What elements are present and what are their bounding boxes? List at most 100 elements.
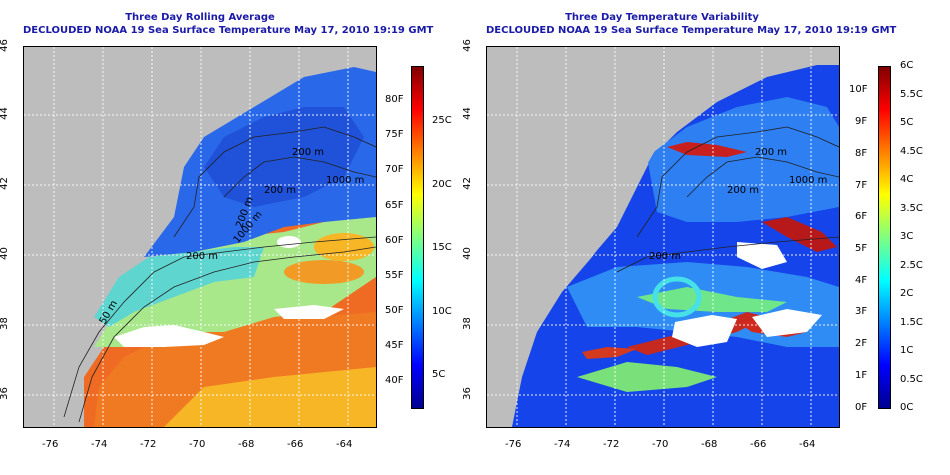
left-cb-c-15: 15C xyxy=(432,242,452,253)
left-cb-f-75: 75F xyxy=(385,129,404,140)
right-lat-tick-42: 42 xyxy=(461,177,473,190)
left-lon-tick-64: -64 xyxy=(336,439,353,450)
warm-eddy xyxy=(314,233,374,261)
right-cb-c-2.5: 2.5C xyxy=(900,260,923,271)
right-cb-c-0: 0C xyxy=(900,402,914,413)
right-lon-tick-68: -68 xyxy=(701,439,718,450)
left-cb-f-55: 55F xyxy=(385,270,404,281)
right-contour-label-200m-a: 200 m xyxy=(649,251,682,262)
eddy-ring xyxy=(652,276,702,318)
right-lon-tick-66: -66 xyxy=(750,439,767,450)
right-cb-c-1: 1C xyxy=(900,345,914,356)
right-cb-c-5.5: 5.5C xyxy=(900,89,923,100)
left-sst-map[interactable]: 50 m 200 m 200 m 200 m 200 m 1000 m 1000… xyxy=(23,46,377,428)
right-cb-f-9: 9F xyxy=(855,116,868,127)
right-gridlines xyxy=(487,47,839,427)
right-lon-tick-64: -64 xyxy=(799,439,816,450)
left-lon-tick-72: -72 xyxy=(140,439,157,450)
right-cb-c-0.5: 0.5C xyxy=(900,374,923,385)
left-title-line1: Three Day Rolling Average xyxy=(125,12,275,23)
left-cb-c-5: 5C xyxy=(432,369,446,380)
right-map-svg xyxy=(487,47,839,427)
left-gridlines xyxy=(24,47,376,427)
slope-water-cyan xyxy=(94,247,264,327)
right-cb-c-3: 3C xyxy=(900,231,914,242)
right-variability-map[interactable]: 200 m 200 m 200 m 1000 m xyxy=(486,46,840,428)
left-cb-f-50: 50F xyxy=(385,305,404,316)
left-cb-f-65: 65F xyxy=(385,200,404,211)
right-colorbar xyxy=(878,66,891,409)
right-cb-f-8: 8F xyxy=(855,148,868,159)
left-colorbar xyxy=(411,66,424,409)
cloud-patch xyxy=(672,315,737,347)
right-lat-tick-38: 38 xyxy=(461,317,473,330)
ocean-yellow-band xyxy=(164,367,376,427)
left-lat-tick-40: 40 xyxy=(0,247,10,260)
right-cb-f-6: 6F xyxy=(855,211,868,222)
variability-green xyxy=(637,287,787,312)
left-lat-tick-44: 44 xyxy=(0,107,10,120)
right-lon-tick-74: -74 xyxy=(554,439,571,450)
left-lat-tick-38: 38 xyxy=(0,317,10,330)
right-bathymetry-contours xyxy=(616,126,839,273)
right-lat-tick-46: 46 xyxy=(461,39,473,52)
left-lat-tick-46: 46 xyxy=(0,39,10,52)
left-lon-tick-66: -66 xyxy=(287,439,304,450)
cloud-patch-3 xyxy=(752,309,822,337)
right-cb-f-1: 1F xyxy=(855,370,868,381)
cloud-patch-2 xyxy=(274,305,344,319)
right-lat-tick-40: 40 xyxy=(461,247,473,260)
right-cb-f-5: 5F xyxy=(855,243,868,254)
right-cb-f-4: 4F xyxy=(855,275,868,286)
left-cb-c-20: 20C xyxy=(432,179,452,190)
right-cb-c-3.5: 3.5C xyxy=(900,203,923,214)
right-cb-f-3: 3F xyxy=(855,306,868,317)
left-map-svg xyxy=(24,47,376,427)
left-lon-tick-70: -70 xyxy=(189,439,206,450)
left-contour-label-200m-c: 200 m xyxy=(264,185,297,196)
left-lat-tick-42: 42 xyxy=(0,177,10,190)
right-contour-label-200m-b: 200 m xyxy=(727,185,760,196)
right-lat-tick-44: 44 xyxy=(461,107,473,120)
right-cb-c-1.5: 1.5C xyxy=(900,317,923,328)
right-lat-tick-36: 36 xyxy=(461,387,473,400)
right-cb-c-4.5: 4.5C xyxy=(900,146,923,157)
land-mask-coast xyxy=(24,47,376,427)
warm-eddy-2 xyxy=(284,260,364,284)
right-title-line1: Three Day Temperature Variability xyxy=(565,12,759,23)
gulf-of-maine xyxy=(204,107,364,207)
left-cb-c-10: 10C xyxy=(432,306,452,317)
land-mask-coast xyxy=(487,47,839,427)
variability-red-4 xyxy=(582,347,637,359)
left-contour-label-200m-a: 200 m xyxy=(186,251,219,262)
left-cb-f-40: 40F xyxy=(385,375,404,386)
right-cb-f-0: 0F xyxy=(855,402,868,413)
left-title-line2: DECLOUDED NOAA 19 Sea Surface Temperatur… xyxy=(23,25,434,36)
right-cb-c-5: 5C xyxy=(900,117,914,128)
left-cb-f-45: 45F xyxy=(385,340,404,351)
left-cb-f-80: 80F xyxy=(385,94,404,105)
left-cb-f-70: 70F xyxy=(385,164,404,175)
left-lon-tick-68: -68 xyxy=(238,439,255,450)
right-contour-label-1000m: 1000 m xyxy=(789,175,828,186)
right-cb-c-6: 6C xyxy=(900,60,914,71)
left-cb-c-25: 25C xyxy=(432,115,452,126)
left-bathymetry-contours xyxy=(63,126,376,423)
right-cb-c-2: 2C xyxy=(900,288,914,299)
right-contour-label-200m-c: 200 m xyxy=(755,147,788,158)
variability-green-2 xyxy=(577,362,717,392)
cloud-patch-4 xyxy=(277,236,301,248)
right-lon-tick-76: -76 xyxy=(505,439,522,450)
left-cb-f-60: 60F xyxy=(385,235,404,246)
right-lon-tick-72: -72 xyxy=(603,439,620,450)
right-cb-f-7: 7F xyxy=(855,180,868,191)
left-contour-label-1000m-a: 1000 m xyxy=(326,175,365,186)
cloud-patch xyxy=(114,325,224,347)
variability-red-2 xyxy=(762,217,837,252)
right-lon-tick-70: -70 xyxy=(652,439,669,450)
right-cb-c-4: 4C xyxy=(900,174,914,185)
right-title-line2: DECLOUDED NOAA 19 Sea Surface Temperatur… xyxy=(486,25,897,36)
left-lon-tick-76: -76 xyxy=(42,439,59,450)
right-cb-f-2: 2F xyxy=(855,338,868,349)
right-cb-f-10: 10F xyxy=(849,84,868,95)
